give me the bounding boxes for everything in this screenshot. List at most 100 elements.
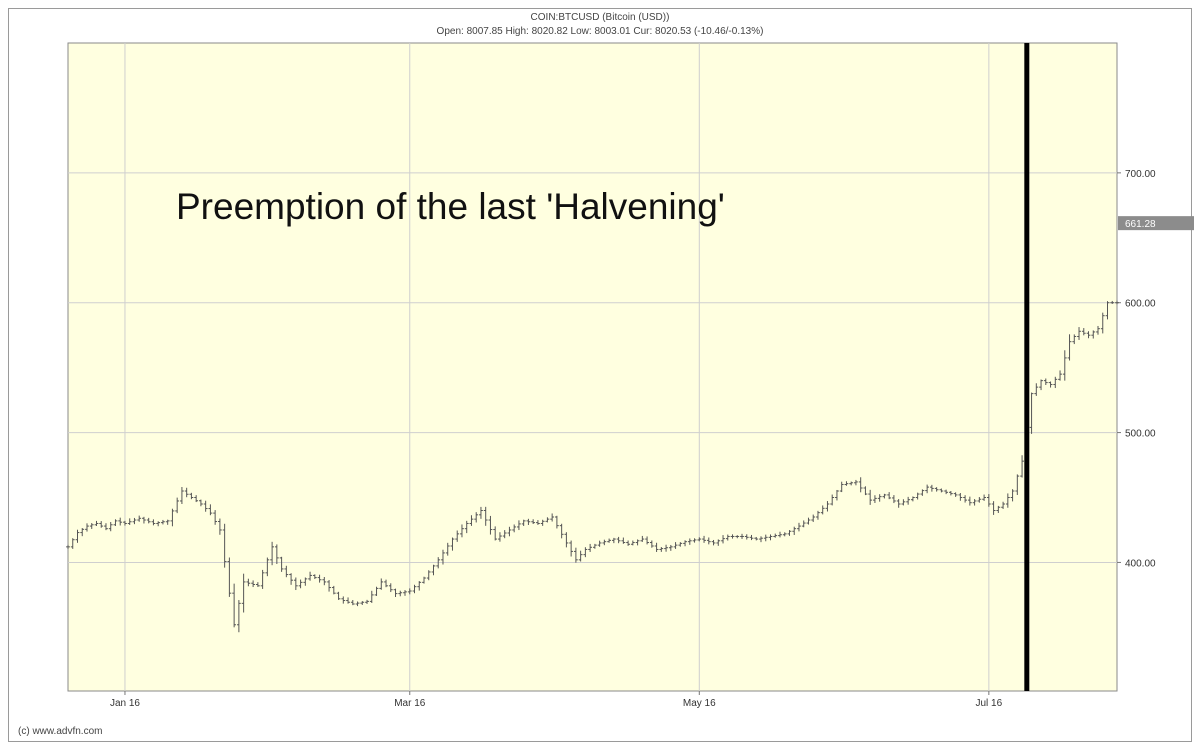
ohlc-bar (180, 487, 184, 504)
ohlc-bar (649, 540, 654, 548)
ohlc-bar (336, 591, 341, 600)
x-tick-label: Jan 16 (110, 698, 140, 709)
source-credit: (c) www.advfn.com (18, 726, 103, 737)
ohlc-bar (175, 497, 180, 514)
ohlc-bar (1086, 331, 1091, 339)
ohlc-bar (835, 489, 839, 501)
ohlc-bar (479, 506, 483, 519)
ohlc-bar (236, 600, 241, 633)
ohlc-bar (630, 540, 635, 546)
ohlc-bar (1001, 501, 1005, 509)
ohlc-bar (621, 537, 626, 544)
ohlc-bar (948, 491, 953, 496)
x-tick-label: Jul 16 (975, 698, 1002, 709)
ohlc-bar (308, 571, 312, 581)
ohlc-bar (573, 547, 578, 563)
ohlc-bar (469, 515, 474, 526)
ohlc-bar (896, 499, 901, 508)
ohlc-bar (654, 542, 659, 552)
ohlc-bar (203, 500, 208, 512)
ohlc-bar (986, 494, 991, 507)
ohlc-bar (1029, 392, 1034, 434)
ohlc-bar (213, 510, 218, 525)
ohlc-bar (246, 578, 251, 587)
ohlc-bar (640, 535, 645, 542)
ohlc-bar (778, 531, 782, 538)
ohlc-bar (844, 481, 849, 486)
ohlc-bar (635, 539, 640, 546)
ohlc-bar (251, 580, 256, 588)
ohlc-bar (763, 534, 768, 542)
ohlc-bar (730, 534, 735, 539)
ohlc-bar (550, 513, 555, 522)
ohlc-bar (384, 579, 388, 588)
ohlc-bar (972, 499, 977, 506)
ohlc-bar (754, 536, 759, 541)
ohlc-bar (303, 577, 308, 586)
current-price-label: 661.28 (1125, 219, 1156, 230)
ohlc-bar (80, 528, 85, 537)
ohlc-bar (104, 523, 108, 531)
ohlc-bar (673, 542, 678, 549)
ohlc-bar (721, 535, 725, 544)
ohlc-bar (925, 484, 930, 494)
ohlc-bar (1015, 474, 1020, 495)
ohlc-bar (882, 493, 887, 499)
ohlc-bar (626, 540, 630, 546)
ohlc-bar (412, 584, 417, 594)
ohlc-bar (241, 573, 246, 613)
ohlc-bar (592, 543, 597, 549)
ohlc-bar (545, 517, 550, 523)
ohlc-bar (744, 534, 749, 540)
ohlc-bar (583, 547, 588, 558)
ohlc-bar (526, 518, 531, 525)
y-tick-label: 600.00 (1125, 299, 1156, 310)
ohlc-bar (1043, 378, 1048, 386)
ohlc-bar (977, 497, 982, 503)
ohlc-bar (849, 481, 854, 486)
ohlc-bar (963, 495, 968, 503)
ohlc-bar (317, 574, 322, 583)
ohlc-bar (906, 496, 911, 505)
ohlc-bar (464, 520, 469, 534)
ohlc-bar (445, 542, 450, 556)
ohlc-bar (279, 556, 284, 572)
ohlc-bar (1020, 455, 1024, 478)
ohlc-bar (1034, 383, 1039, 396)
ohlc-bar (142, 516, 146, 524)
plot-area (67, 42, 1118, 692)
ohlc-bar (346, 597, 350, 604)
ohlc-bar (498, 532, 502, 542)
y-tick-label: 700.00 (1125, 169, 1156, 180)
ohlc-bar (199, 499, 203, 507)
ohlc-bar (170, 508, 175, 527)
ohlc-bar (782, 532, 787, 537)
ohlc-bar (99, 521, 104, 528)
ohlc-bar (939, 488, 944, 493)
ohlc-bar (293, 577, 298, 591)
ohlc-bar (127, 518, 132, 525)
chart-annotation: Preemption of the last 'Halvening' (176, 186, 725, 227)
ohlc-bar (1072, 334, 1077, 345)
ohlc-bar (887, 492, 892, 500)
ohlc-bar (70, 538, 75, 549)
ohlc-bar (517, 520, 521, 531)
ohlc-bar (450, 537, 455, 551)
ohlc-bar (161, 519, 165, 525)
ohlc-bar (910, 496, 915, 502)
y-tick-label: 400.00 (1125, 558, 1156, 569)
ohlc-bar (1067, 334, 1072, 361)
ohlc-bar (578, 550, 583, 562)
ohlc-bar (460, 524, 464, 538)
ohlc-bar (217, 518, 222, 535)
ohlc-bar (773, 533, 778, 538)
ohlc-bar (331, 585, 336, 595)
ohlc-bar (350, 600, 355, 606)
ohlc-bar (735, 535, 740, 539)
ohlc-bar (66, 544, 70, 549)
ohlc-bar (958, 493, 963, 501)
ohlc-bar (759, 536, 763, 543)
ohlc-bar (1058, 370, 1062, 381)
ohlc-bar (108, 521, 113, 532)
ohlc-bar (407, 588, 412, 595)
